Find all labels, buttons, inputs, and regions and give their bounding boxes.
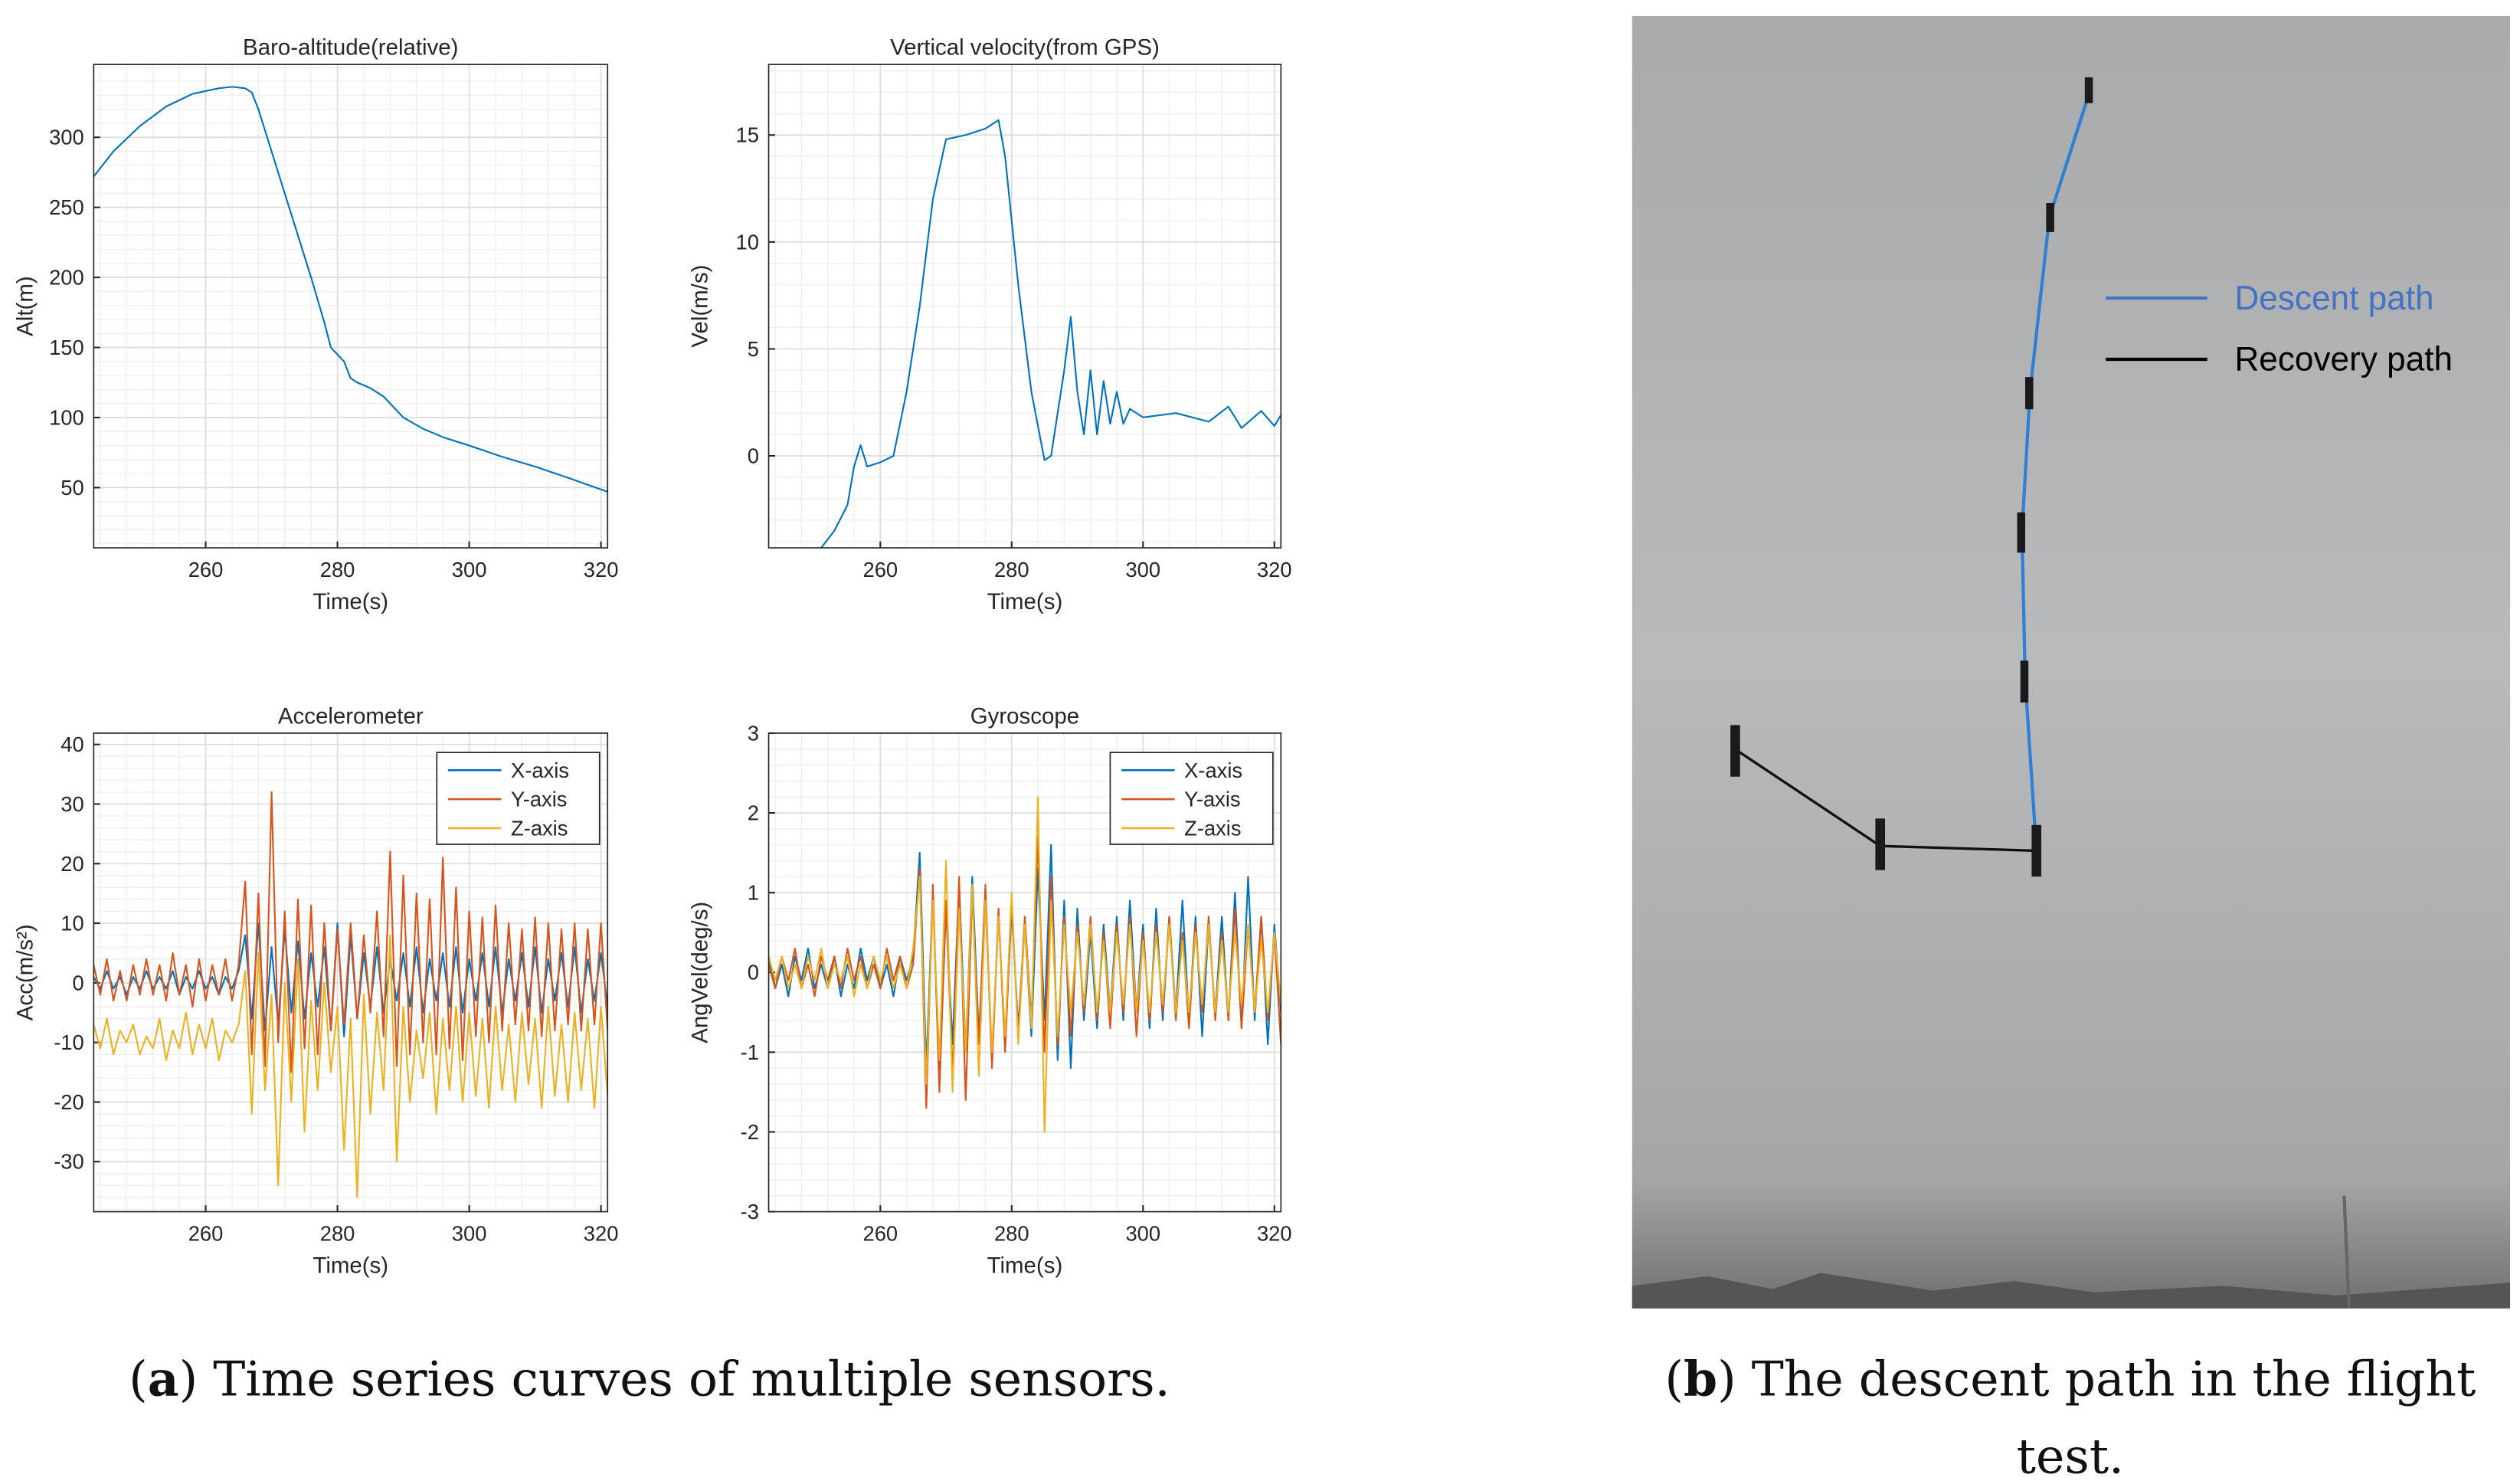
axes-box xyxy=(767,64,1282,549)
y-tick-label: 0 xyxy=(748,444,759,467)
axes-box xyxy=(93,732,609,1213)
y-tick-label: 150 xyxy=(49,336,84,359)
charts: 260 280 300 32050100150200250300Baro-altitu… xyxy=(12,35,1291,1279)
caption-label: a xyxy=(148,1350,179,1407)
y-tick-label: 1 xyxy=(748,881,759,905)
y-tick-label: 15 xyxy=(736,123,759,147)
y-tick-label: 300 xyxy=(49,126,84,149)
y-tick-label: 40 xyxy=(61,732,83,756)
legend-label: X-axis xyxy=(1184,758,1242,782)
y-tick-label: -30 xyxy=(54,1150,83,1174)
y-tick-label: -10 xyxy=(54,1030,83,1054)
y-tick-label: 20 xyxy=(61,852,83,876)
y-tick-label: 30 xyxy=(61,792,83,816)
pole xyxy=(2342,1195,2351,1309)
chart-title: Baro-altitude(relative) xyxy=(243,35,458,61)
y-axis-label: Vel(m/s) xyxy=(688,265,713,348)
x-tick-label: 280 xyxy=(320,558,355,581)
descent-path xyxy=(2020,91,2092,851)
chart: 260 280 300 320 -30 -20 -10 0 10 20 30 40 Accelerome… xyxy=(12,703,618,1278)
data-line xyxy=(93,791,608,1073)
y-tick-label: -20 xyxy=(54,1090,83,1114)
x-tick-label: 260 xyxy=(862,1221,898,1245)
y-tick-label: -2 xyxy=(741,1120,759,1144)
photo-background xyxy=(1631,16,2511,1309)
caption-b: (b) The descent path in the flight xyxy=(1664,1350,2476,1407)
y-axis-label: AngVel(deg/s) xyxy=(688,902,713,1043)
caption-a: (a) Time series curves of multiple senso… xyxy=(129,1350,1170,1407)
legend-label: Y-axis xyxy=(1184,788,1240,811)
x-tick-label: 260 xyxy=(188,1221,224,1245)
y-tick-label: 0 xyxy=(748,961,759,984)
caption-part: ) Time series curves of multiple sensors… xyxy=(179,1350,1170,1407)
data-line xyxy=(768,836,1281,1109)
legend-label: Y-axis xyxy=(511,788,567,811)
caption-part: ( xyxy=(129,1350,148,1407)
y-tick-label: 250 xyxy=(49,195,84,219)
x-tick-label: 320 xyxy=(1257,558,1292,581)
chart: 260 280 300 320 -3 -2 -1 0 1 2 3 Gyroscope Time(s) An… xyxy=(688,703,1292,1278)
caption-b-continuation: test. xyxy=(2017,1427,2124,1484)
legend-label: Recovery path xyxy=(2234,341,2453,378)
y-axis-label: Alt(m) xyxy=(12,276,38,336)
y-tick-label: 100 xyxy=(49,405,84,429)
chart-title: Gyroscope xyxy=(970,703,1079,729)
chart: 260 280 300 320 50 100 150 200 250 300 Baro-altitu… xyxy=(12,35,618,614)
legend-label: Descent path xyxy=(2234,280,2433,317)
x-tick-label: 300 xyxy=(452,1221,487,1245)
y-tick-label: 10 xyxy=(61,912,83,935)
y-tick-label: 0 xyxy=(72,971,83,994)
data-line xyxy=(93,86,608,493)
legend-label: X-axis xyxy=(511,758,569,782)
x-tick-label: 260 xyxy=(862,558,898,581)
x-tick-label: 300 xyxy=(1125,1221,1160,1245)
caption-part: ( xyxy=(1664,1350,1684,1407)
y-tick-label: -3 xyxy=(741,1200,759,1224)
data-line xyxy=(811,119,1281,549)
photo: Descent path Recovery path xyxy=(1631,16,2511,1309)
y-tick-label: -1 xyxy=(741,1040,759,1064)
y-tick-label: 2 xyxy=(748,801,759,825)
x-axis-label: Time(s) xyxy=(987,1253,1063,1278)
chart-title: Vertical velocity(from GPS) xyxy=(890,35,1160,61)
caption-label: b xyxy=(1684,1350,1717,1407)
legend-label: Z-axis xyxy=(511,816,568,840)
x-tick-label: 320 xyxy=(584,558,619,581)
axes-box xyxy=(93,64,609,549)
y-axis-label: Acc(m/s²) xyxy=(12,924,38,1020)
x-axis-label: Time(s) xyxy=(313,589,388,614)
x-tick-label: 260 xyxy=(188,558,224,581)
data-line xyxy=(768,796,1281,1133)
x-tick-label: 300 xyxy=(452,558,487,581)
legend-label: Z-axis xyxy=(1184,816,1241,840)
y-tick-label: 200 xyxy=(49,266,84,290)
drones xyxy=(1730,77,2093,877)
y-tick-label: 10 xyxy=(736,230,759,254)
y-tick-label: 50 xyxy=(61,476,83,500)
x-axis-label: Time(s) xyxy=(313,1253,388,1278)
y-tick-label: 5 xyxy=(748,337,759,361)
chart: 260 280 300 320 0 5 10 15 Vertical velocity(from… xyxy=(688,35,1292,614)
x-tick-label: 320 xyxy=(1257,1221,1292,1245)
x-axis-label: Time(s) xyxy=(987,589,1063,614)
tree-line xyxy=(1631,1273,2511,1309)
caption-part: ) The descent path in the flight xyxy=(1717,1350,2476,1407)
chart-title: Accelerometer xyxy=(278,703,424,729)
x-tick-label: 280 xyxy=(994,558,1029,581)
x-tick-label: 280 xyxy=(320,1221,355,1245)
data-line xyxy=(93,934,608,1198)
y-tick-label: 3 xyxy=(748,721,759,745)
axes-box xyxy=(767,732,1282,1213)
x-tick-label: 280 xyxy=(994,1221,1029,1245)
x-tick-label: 320 xyxy=(584,1221,619,1245)
x-tick-label: 300 xyxy=(1125,558,1160,581)
